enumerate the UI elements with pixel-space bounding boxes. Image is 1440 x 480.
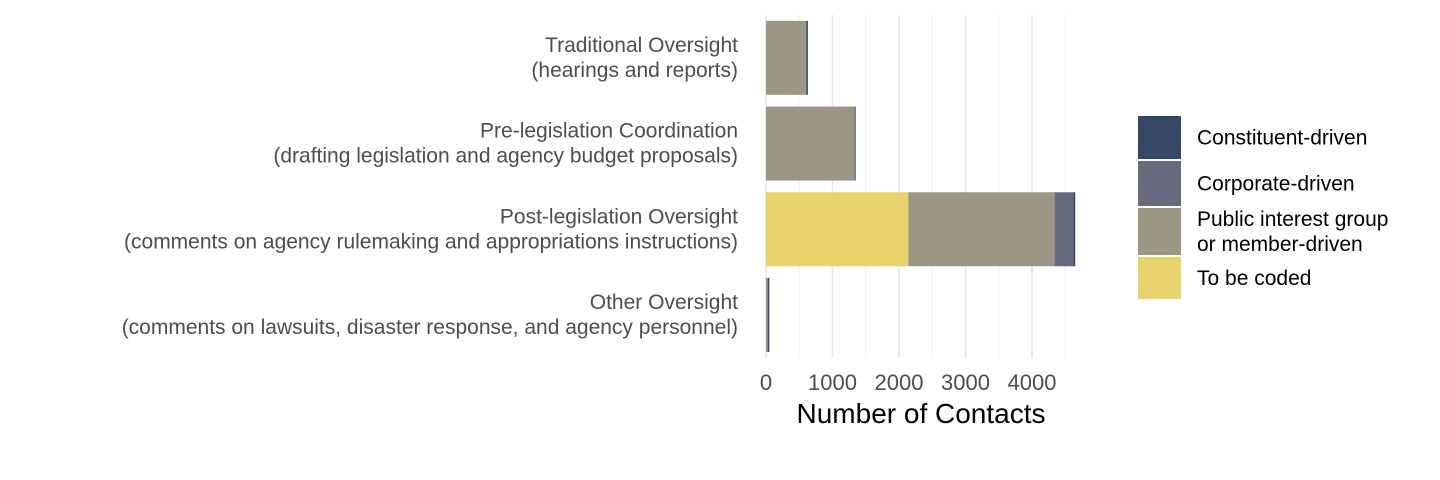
bar-segment bbox=[767, 277, 770, 352]
grid-lines bbox=[765, 15, 1066, 358]
legend-key bbox=[1138, 257, 1181, 299]
bar-segment bbox=[854, 106, 856, 181]
bar-segment bbox=[855, 106, 856, 181]
legend: Constituent-driven Corporate-driven Public… bbox=[1138, 116, 1388, 299]
bar-segment bbox=[1054, 192, 1074, 267]
category-label: Pre-legislation Coordination (drafting le… bbox=[273, 120, 738, 168]
legend-key bbox=[1138, 161, 1181, 206]
category-label: Traditional Oversight (hearings and repor… bbox=[531, 34, 738, 82]
bar-segment bbox=[766, 20, 806, 95]
bar-segment bbox=[1073, 192, 1076, 267]
bars bbox=[766, 20, 1076, 352]
legend-label: To be coded bbox=[1197, 267, 1311, 290]
legend-label: Public interest group or member-driven bbox=[1197, 208, 1388, 256]
bar-segment bbox=[908, 192, 1055, 267]
bar-segment bbox=[767, 277, 768, 352]
category-label: Other Oversight (comments on lawsuits, di… bbox=[122, 291, 738, 339]
bar-segment bbox=[766, 277, 768, 352]
x-axis-title: Number of Contacts bbox=[797, 398, 1046, 429]
x-tick-label: 4000 bbox=[1008, 370, 1057, 395]
x-tick-label: 1000 bbox=[808, 370, 857, 395]
legend-label: Corporate-driven bbox=[1197, 173, 1355, 196]
bar-segment bbox=[806, 20, 808, 95]
legend-key bbox=[1138, 116, 1181, 159]
x-tick-label: 2000 bbox=[875, 370, 924, 395]
bar-segment bbox=[805, 20, 807, 95]
category-labels: Traditional Oversight (hearings and repor… bbox=[122, 34, 738, 339]
x-tick-labels: 0 1000 2000 3000 4000 bbox=[760, 370, 1057, 395]
category-label: Post-legislation Oversight (comments on a… bbox=[124, 205, 738, 253]
legend-key bbox=[1138, 208, 1181, 255]
x-tick-label: 0 bbox=[760, 370, 772, 395]
legend-label: Constituent-driven bbox=[1197, 127, 1367, 150]
bar-segment bbox=[766, 192, 909, 267]
x-tick-label: 3000 bbox=[941, 370, 990, 395]
bar-segment bbox=[766, 106, 855, 181]
